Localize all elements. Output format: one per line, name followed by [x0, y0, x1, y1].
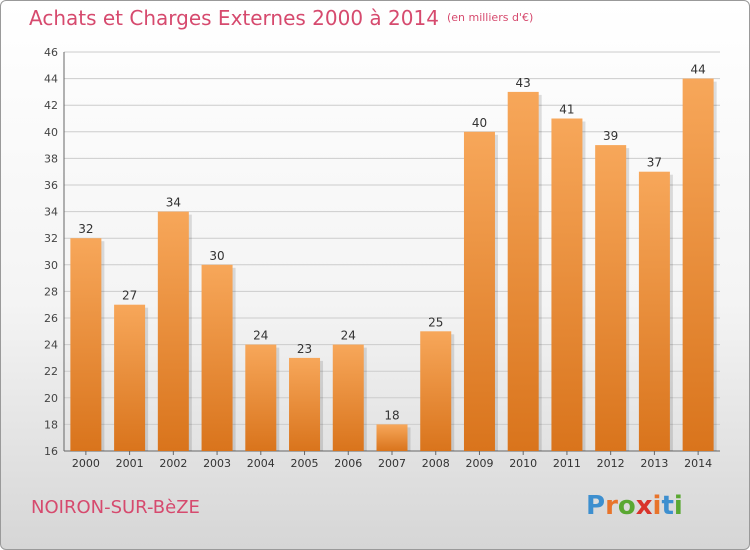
- y-tick-label: 18: [44, 418, 58, 431]
- data-label-2014: 44: [690, 63, 705, 77]
- bar-2007[interactable]: [376, 424, 408, 451]
- y-tick-label: 28: [44, 285, 58, 298]
- logo-letter: r: [605, 491, 618, 521]
- y-tick-label: 24: [44, 339, 58, 352]
- data-label-2000: 32: [78, 222, 93, 236]
- logo-letter: x: [635, 491, 653, 521]
- y-tick-label: 46: [44, 46, 58, 59]
- logo-letter: o: [617, 491, 636, 521]
- x-tick-label-2005: 2005: [291, 457, 319, 470]
- x-tick-label-2014: 2014: [684, 457, 712, 470]
- x-tick-label-2013: 2013: [640, 457, 668, 470]
- data-label-2011: 41: [559, 103, 574, 117]
- logo-letter: i: [652, 491, 662, 521]
- x-tick-label-2004: 2004: [247, 457, 275, 470]
- town-name: NOIRON-SUR-BèZE: [31, 497, 200, 518]
- bar-2008[interactable]: [420, 331, 452, 451]
- bar-2013[interactable]: [638, 171, 670, 451]
- y-tick-label: 22: [44, 365, 58, 378]
- logo-letter: t: [661, 491, 674, 521]
- y-tick-label: 26: [44, 312, 58, 325]
- y-tick-label: 40: [44, 126, 58, 139]
- y-tick-label: 16: [44, 445, 58, 458]
- bar-2006[interactable]: [332, 344, 364, 451]
- x-tick-label-2008: 2008: [422, 457, 450, 470]
- data-label-2001: 27: [122, 289, 137, 303]
- data-label-2013: 37: [647, 156, 662, 170]
- y-tick-label: 44: [44, 73, 58, 86]
- bar-2010[interactable]: [507, 91, 539, 452]
- x-tick-label-2010: 2010: [509, 457, 537, 470]
- bar-2005[interactable]: [289, 357, 321, 451]
- bar-2002[interactable]: [157, 211, 189, 451]
- data-label-2004: 24: [253, 329, 268, 343]
- x-tick-label-2012: 2012: [597, 457, 625, 470]
- chart-title: Achats et Charges Externes 2000 à 2014 (e…: [29, 6, 533, 30]
- bar-2001[interactable]: [114, 304, 146, 451]
- y-tick-label: 32: [44, 232, 58, 245]
- data-label-2005: 23: [297, 342, 312, 356]
- data-label-2003: 30: [209, 249, 224, 263]
- y-tick-label: 34: [44, 206, 58, 219]
- y-tick-label: 20: [44, 392, 58, 405]
- x-tick-label-2007: 2007: [378, 457, 406, 470]
- x-tick-label-2011: 2011: [553, 457, 581, 470]
- y-tick-label: 42: [44, 99, 58, 112]
- chart-title-text: Achats et Charges Externes 2000 à 2014: [29, 6, 439, 30]
- proxiti-logo[interactable]: Proxiti: [586, 491, 683, 521]
- bar-2011[interactable]: [551, 118, 583, 452]
- data-label-2008: 25: [428, 315, 443, 329]
- data-label-2009: 40: [472, 116, 487, 130]
- x-tick-label-2009: 2009: [465, 457, 493, 470]
- x-tick-label-2000: 2000: [72, 457, 100, 470]
- x-tick-labels: 2000 2001 2002 2003 2004 2005 2006 2007 2008 2009…: [72, 451, 712, 470]
- y-tick-label: 36: [44, 179, 58, 192]
- x-tick-label-2001: 2001: [116, 457, 144, 470]
- logo-letter: P: [586, 491, 606, 521]
- data-label-2010: 43: [516, 76, 531, 90]
- data-label-2006: 24: [341, 329, 356, 343]
- chart-unit: (en milliers d'€): [446, 11, 534, 24]
- data-label-2002: 34: [166, 196, 181, 210]
- y-tick-label: 38: [44, 152, 58, 165]
- bar-2004[interactable]: [245, 344, 277, 451]
- data-labels: 32 27 34 30 24 23 24 18 25 40 43 41 39 37 44: [78, 63, 706, 423]
- bars: [70, 78, 717, 452]
- x-tick-label-2002: 2002: [159, 457, 187, 470]
- x-tick-label-2003: 2003: [203, 457, 231, 470]
- bar-2009[interactable]: [463, 131, 495, 452]
- y-tick-labels: 16 18 20 22 24 26 28 30 32 34 36 38 40 42 44 46: [44, 46, 58, 458]
- bar-2012[interactable]: [595, 145, 627, 451]
- y-tick-label: 30: [44, 259, 58, 272]
- bar-2003[interactable]: [201, 264, 233, 451]
- bar-2014[interactable]: [682, 78, 714, 451]
- data-label-2007: 18: [384, 408, 399, 422]
- logo-letter: i: [673, 491, 683, 521]
- bar-2000[interactable]: [70, 238, 102, 451]
- x-tick-label-2006: 2006: [334, 457, 362, 470]
- data-label-2012: 39: [603, 129, 618, 143]
